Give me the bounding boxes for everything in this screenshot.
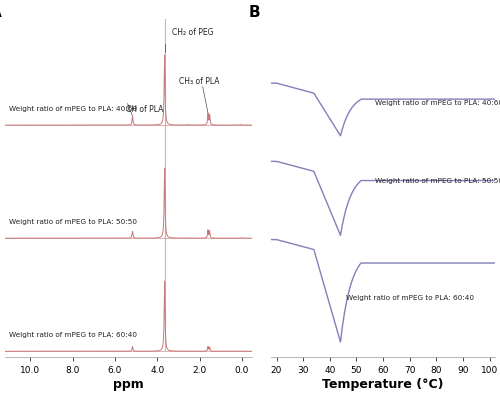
- Text: CH₂ of PEG: CH₂ of PEG: [172, 28, 214, 37]
- Text: Weight ratio of mPEG to PLA: 50:50: Weight ratio of mPEG to PLA: 50:50: [9, 219, 137, 225]
- Text: Weight ratio of mPEG to PLA: 50:50: Weight ratio of mPEG to PLA: 50:50: [375, 178, 500, 184]
- Text: B: B: [249, 5, 260, 20]
- Text: CH of PLA: CH of PLA: [126, 105, 163, 114]
- Text: Weight ratio of mPEG to PLA: 40:60: Weight ratio of mPEG to PLA: 40:60: [375, 100, 500, 106]
- X-axis label: ppm: ppm: [114, 378, 144, 391]
- Text: A: A: [0, 5, 2, 20]
- Text: Weight ratio of mPEG to PLA: 60:40: Weight ratio of mPEG to PLA: 60:40: [9, 332, 137, 338]
- X-axis label: Temperature (°C): Temperature (°C): [322, 378, 444, 391]
- Text: Weight ratio of mPEG to PLA: 60:40: Weight ratio of mPEG to PLA: 60:40: [346, 295, 474, 301]
- Text: CH₃ of PLA: CH₃ of PLA: [180, 77, 220, 85]
- Text: Weight ratio of mPEG to PLA: 40:60: Weight ratio of mPEG to PLA: 40:60: [9, 105, 137, 111]
